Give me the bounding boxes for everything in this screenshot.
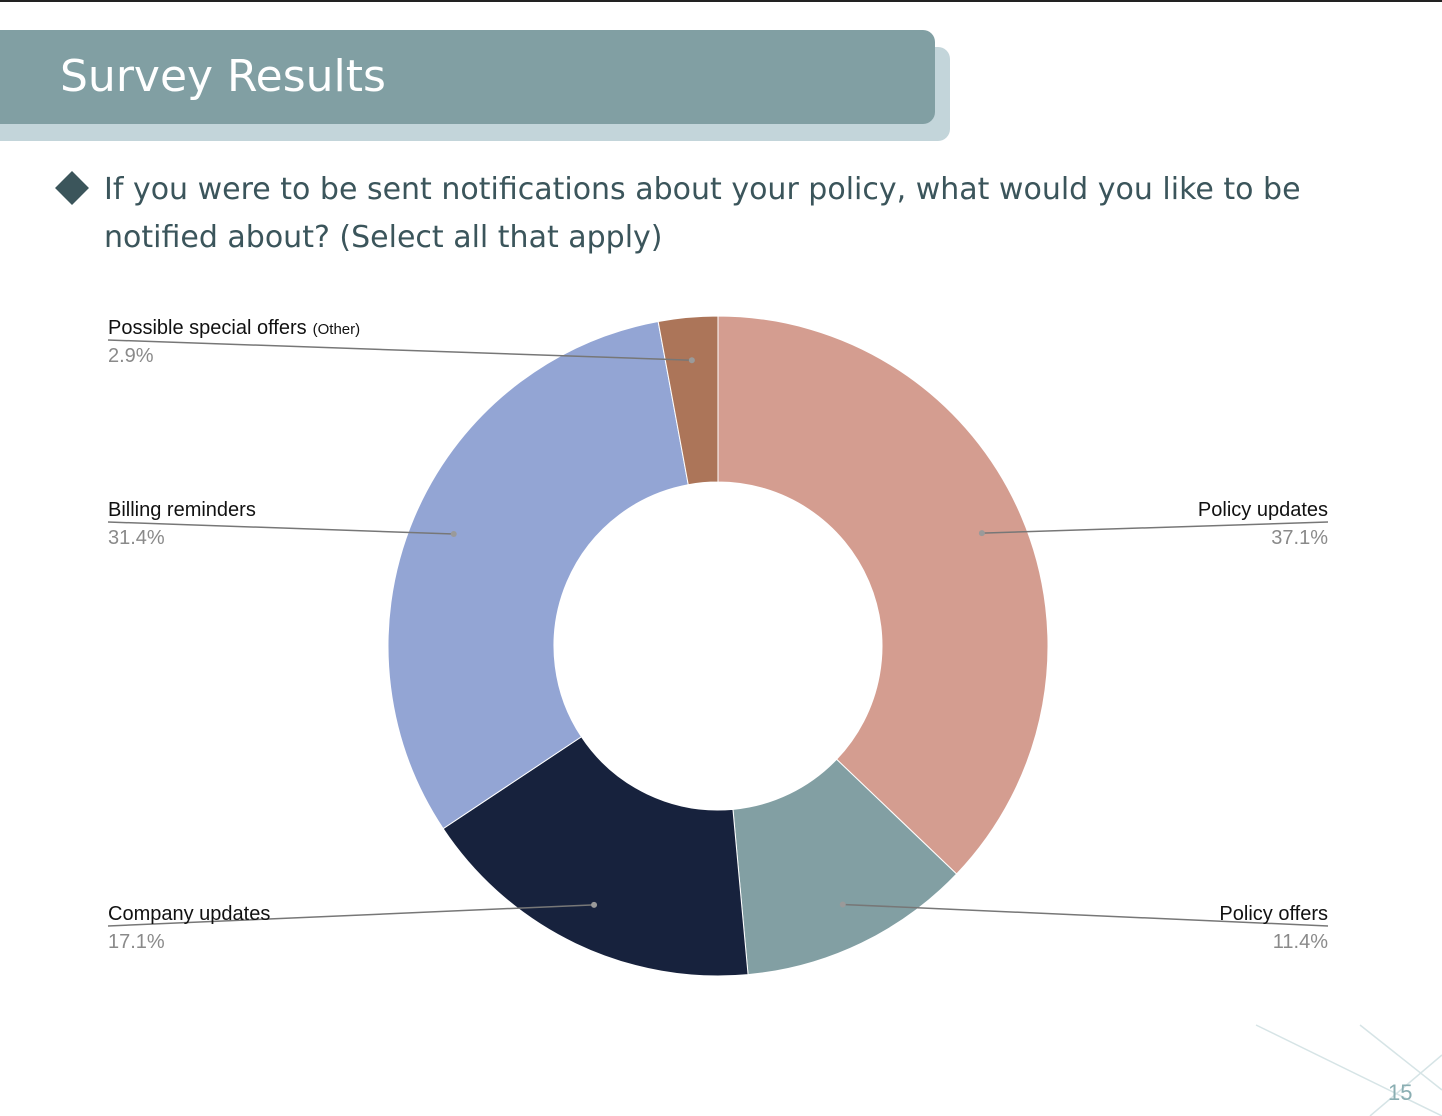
slice-billing-reminders [387,320,689,830]
leader-dot [839,901,846,908]
leader-dot [688,357,695,364]
slice-percent: 17.1% [108,931,165,953]
slice-company-updates [442,736,749,977]
leader-line [107,339,692,361]
page-number: 15 [1388,1080,1413,1105]
slice-percent: 37.1% [1271,527,1328,549]
slice-label: Policy updates [1198,499,1328,521]
leader-dot [591,901,598,908]
leader-line [842,903,1329,927]
leader-dot [450,530,457,537]
slice-possible-special-offers [657,315,719,486]
question-block: If you were to be sent notifications abo… [55,166,1360,262]
leader-dot [978,530,985,537]
slice-percent: 2.9% [108,345,154,367]
slice-percent: 31.4% [108,527,165,549]
title-banner: Survey Results [0,30,935,124]
slice-percent: 11.4% [1273,931,1328,953]
slice-label: Possible special offers (Other) [108,317,360,339]
slice-label: Policy offers [1219,903,1328,925]
question-text: If you were to be sent notifications abo… [104,172,1301,255]
top-rule [0,0,1442,2]
slide-title: Survey Results [60,51,386,102]
slice-policy-updates [717,315,1049,875]
leader-line [107,521,454,535]
slice-label: Company updates [108,903,270,925]
leader-line [107,904,595,927]
slice-label: Billing reminders [108,499,256,521]
leader-line [981,521,1329,534]
